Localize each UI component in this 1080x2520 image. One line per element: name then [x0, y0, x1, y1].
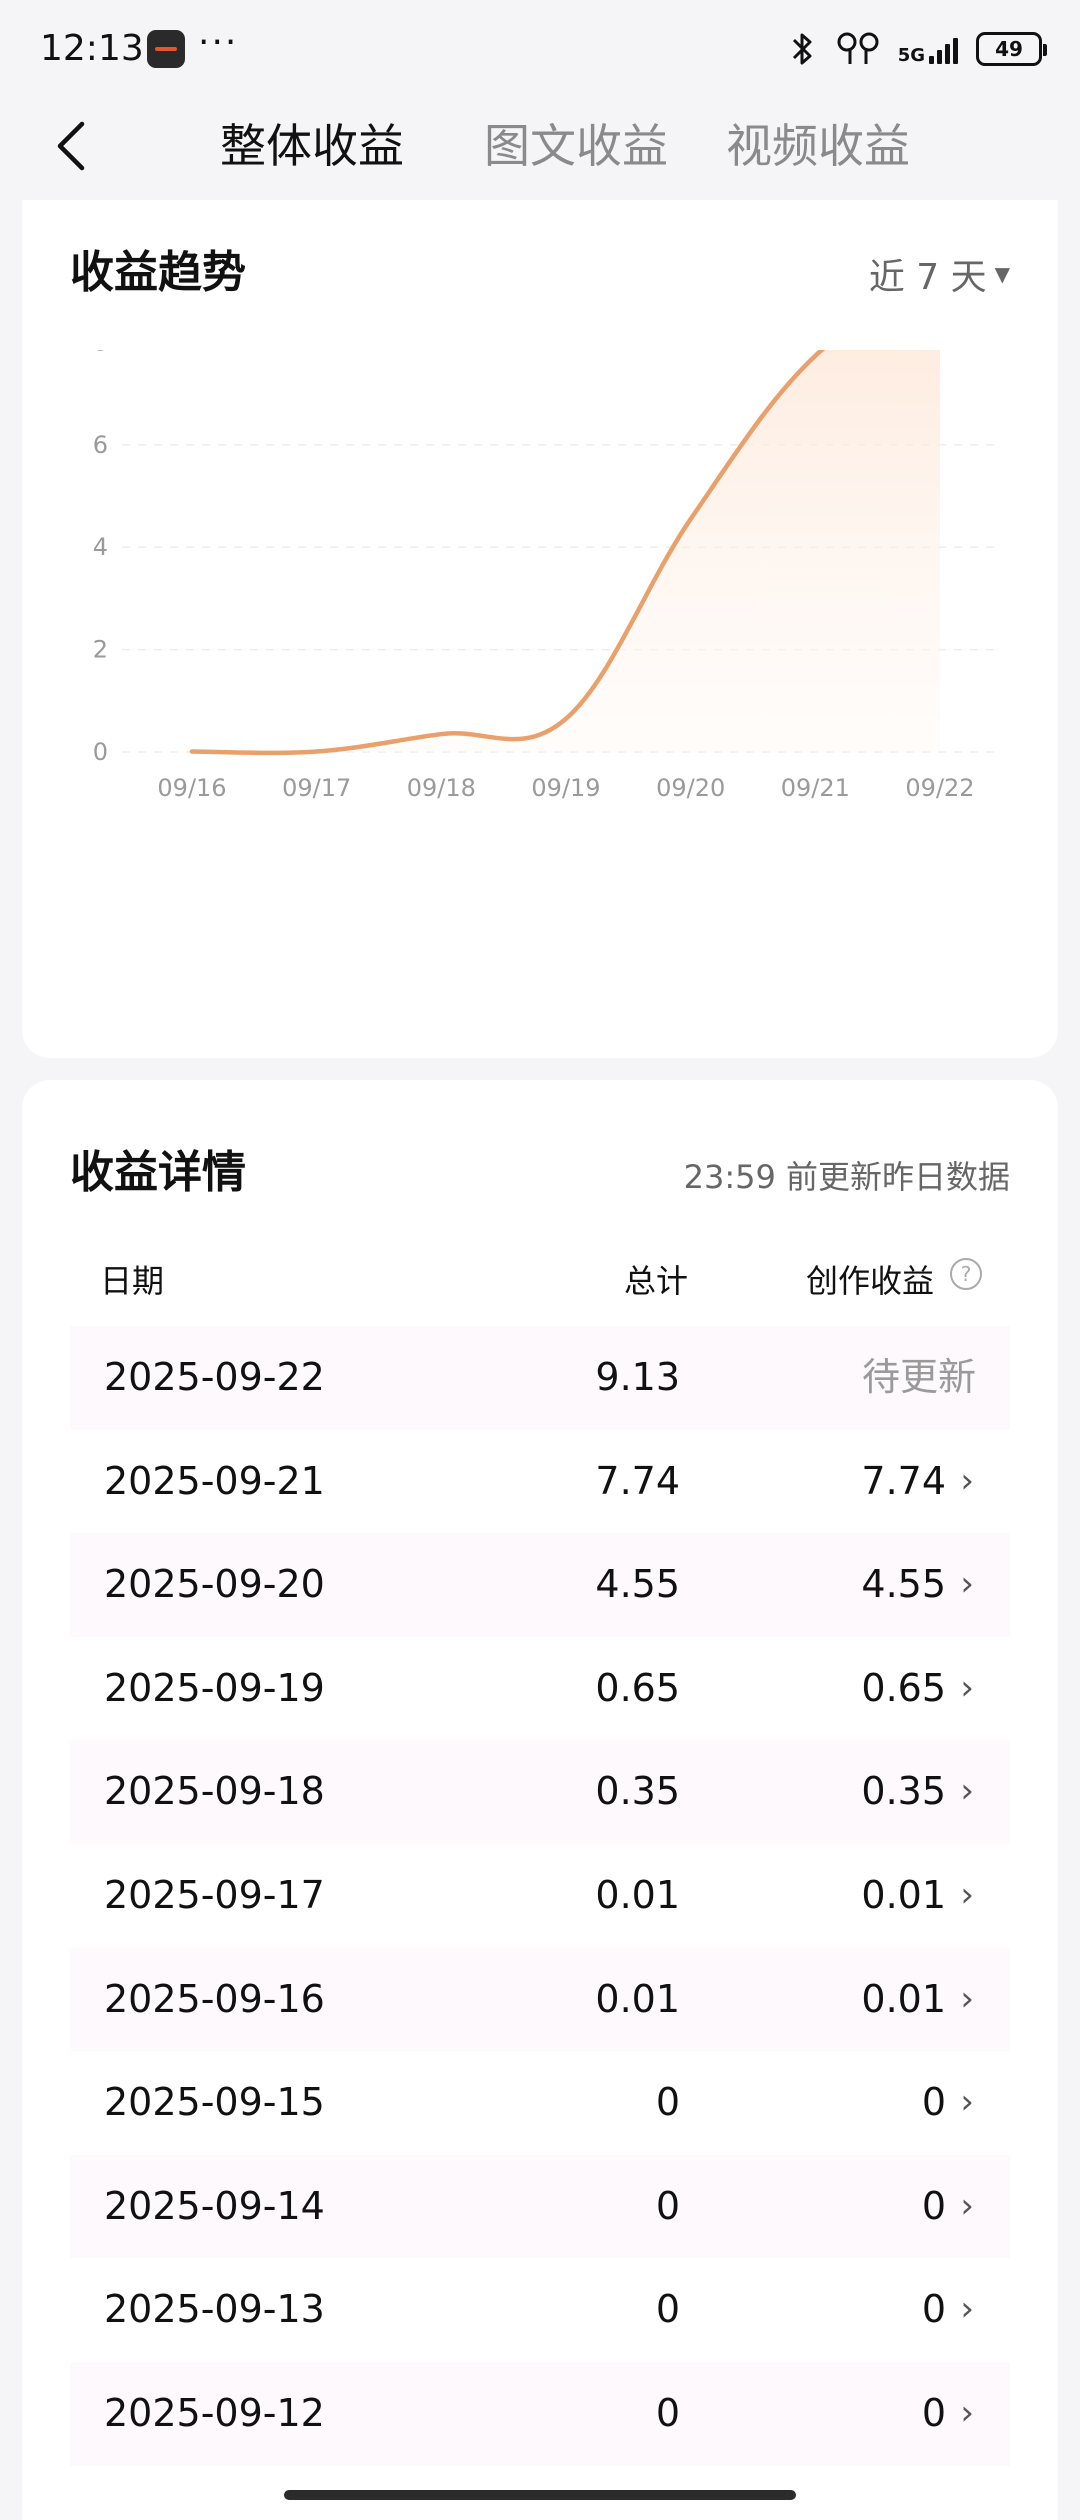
x-tick-label: 09/16	[157, 774, 226, 802]
x-tick-label: 09/22	[905, 774, 974, 802]
app-notification-icon	[147, 30, 185, 68]
x-tick-label: 09/17	[282, 774, 351, 802]
table-row[interactable]: 2025-09-20 4.55 4.55 ›	[70, 1533, 1010, 1637]
table-row[interactable]: 2025-09-18 0.35 0.35 ›	[70, 1740, 1010, 1844]
row-total: 0	[655, 2080, 680, 2125]
row-total: 0	[655, 2287, 680, 2332]
x-tick-label: 09/20	[656, 774, 725, 802]
y-tick-label: 2	[93, 636, 108, 664]
table-row[interactable]: 2025-09-15 0 0 ›	[70, 2051, 1010, 2155]
range-selector[interactable]: 近 7 天 ▼	[869, 248, 1010, 300]
row-creation-income: 0	[921, 2080, 946, 2125]
row-creation-income: 0.35	[861, 1769, 946, 1814]
chevron-right-icon: ›	[960, 1771, 974, 1812]
row-date: 2025-09-15	[104, 2080, 325, 2125]
table-row[interactable]: 2025-09-12 0 0 ›	[70, 2361, 1010, 2466]
income-trend-chart: 0246810 09/1609/1709/1809/1909/2009/2109…	[93, 350, 1002, 802]
battery-icon: 49	[976, 32, 1047, 66]
row-creation-income: 4.55	[861, 1562, 946, 1607]
row-total: 0.65	[595, 1665, 680, 1710]
chevron-right-icon: ›	[960, 1978, 974, 2019]
tab-article-income[interactable]: 图文收益	[484, 119, 668, 173]
tab-video-income[interactable]: 视频收益	[726, 119, 910, 173]
range-label: 近 7 天	[868, 257, 987, 298]
row-total: 0	[655, 2183, 680, 2228]
row-creation-income: 0	[921, 2390, 946, 2435]
column-header-creation-income: 创作收益	[805, 1262, 934, 1300]
column-header-total: 总计	[623, 1262, 688, 1300]
table-row[interactable]: 2025-09-16 0.01 0.01 ›	[70, 1947, 1010, 2052]
chevron-right-icon: ›	[960, 2289, 974, 2330]
row-date: 2025-09-12	[104, 2390, 325, 2435]
y-tick-label: 4	[93, 533, 108, 561]
home-indicator[interactable]	[284, 2490, 796, 2500]
top-nav: 整体收益 图文收益 视频收益	[0, 100, 1080, 200]
status-bar: 12:13 ··· 5G 49	[0, 0, 1080, 100]
row-total: 4.55	[595, 1562, 680, 1607]
row-date: 2025-09-19	[104, 1665, 325, 1710]
income-area-fill	[192, 350, 940, 753]
income-trend-card: 收益趋势 近 7 天 ▼ 0246810 09/1609/1709/1809/1…	[22, 200, 1058, 1058]
row-creation-income: 0.01	[861, 1976, 946, 2021]
chevron-right-icon: ›	[960, 1564, 974, 1605]
caret-down-icon: ▼	[994, 262, 1010, 286]
table-row[interactable]: 2025-09-21 7.74 7.74 ›	[70, 1430, 1010, 1534]
row-date: 2025-09-21	[104, 1458, 325, 1503]
signal-bars	[929, 34, 958, 64]
chevron-right-icon: ›	[960, 2185, 974, 2226]
signal-icon: 5G	[897, 34, 958, 66]
income-table: 2025-09-22 9.13 待更新 2025-09-21 7.74 7.74 › 2025…	[70, 1326, 1010, 2466]
detail-title: 收益详情	[70, 1147, 246, 1198]
x-tick-label: 09/19	[531, 774, 600, 802]
y-tick-label: 6	[93, 431, 108, 459]
row-creation-income: 0.01	[861, 1872, 946, 1917]
status-right: 5G 49	[788, 30, 1047, 68]
row-total: 0.35	[595, 1769, 680, 1814]
income-detail-card: 收益详情 23:59 前更新昨日数据 日期 总计 创作收益 ? 2025-09-…	[22, 1080, 1058, 2520]
row-date: 2025-09-13	[104, 2287, 325, 2332]
chevron-right-icon: ›	[960, 1874, 974, 1915]
question-circle-icon[interactable]: ?	[950, 1258, 982, 1290]
row-date: 2025-09-14	[104, 2183, 325, 2228]
earbuds-icon	[837, 32, 879, 64]
row-creation-income: 7.74	[861, 1458, 946, 1503]
chevron-right-icon: ›	[960, 2082, 974, 2123]
row-creation-income: 0.65	[861, 1665, 946, 1710]
row-date: 2025-09-16	[104, 1976, 325, 2021]
update-note: 23:59 前更新昨日数据	[683, 1158, 1010, 1196]
table-row[interactable]: 2025-09-19 0.65 0.65 ›	[70, 1637, 1010, 1741]
more-notifications: ···	[198, 22, 239, 63]
y-tick-label: 8	[93, 350, 108, 356]
row-total: 0.01	[595, 1976, 680, 2021]
table-row[interactable]: 2025-09-14 0 0 ›	[70, 2154, 1010, 2259]
row-total: 0.01	[595, 1872, 680, 1917]
row-creation-income: 待更新	[861, 1355, 976, 1399]
table-row[interactable]: 2025-09-13 0 0 ›	[70, 2258, 1010, 2362]
row-creation-income: 0	[921, 2287, 946, 2332]
bluetooth-icon	[792, 33, 812, 65]
row-total: 0	[655, 2390, 680, 2435]
row-date: 2025-09-22	[104, 1355, 325, 1399]
chevron-right-icon: ›	[960, 1460, 974, 1501]
back-arrow-icon	[57, 121, 85, 171]
y-tick-label: 0	[93, 738, 108, 766]
back-button[interactable]	[44, 116, 104, 176]
row-date: 2025-09-17	[104, 1872, 325, 1917]
x-tick-label: 09/18	[407, 774, 476, 802]
row-date: 2025-09-18	[104, 1769, 325, 1814]
column-header-date: 日期	[100, 1262, 165, 1300]
chevron-right-icon: ›	[960, 1667, 974, 1708]
row-total: 7.74	[595, 1458, 680, 1503]
table-row[interactable]: 2025-09-22 9.13 待更新	[70, 1326, 1010, 1430]
network-type: 5G	[897, 45, 925, 66]
tab-overall-income[interactable]: 整体收益	[220, 119, 404, 173]
status-time: 12:13	[40, 28, 144, 69]
trend-title: 收益趋势	[70, 247, 246, 298]
x-tick-label: 09/21	[781, 774, 850, 802]
chevron-right-icon: ›	[960, 2392, 974, 2433]
row-total: 9.13	[595, 1355, 680, 1399]
row-date: 2025-09-20	[104, 1562, 325, 1607]
row-creation-income: 0	[921, 2183, 946, 2228]
table-row[interactable]: 2025-09-17 0.01 0.01 ›	[70, 1844, 1010, 1948]
